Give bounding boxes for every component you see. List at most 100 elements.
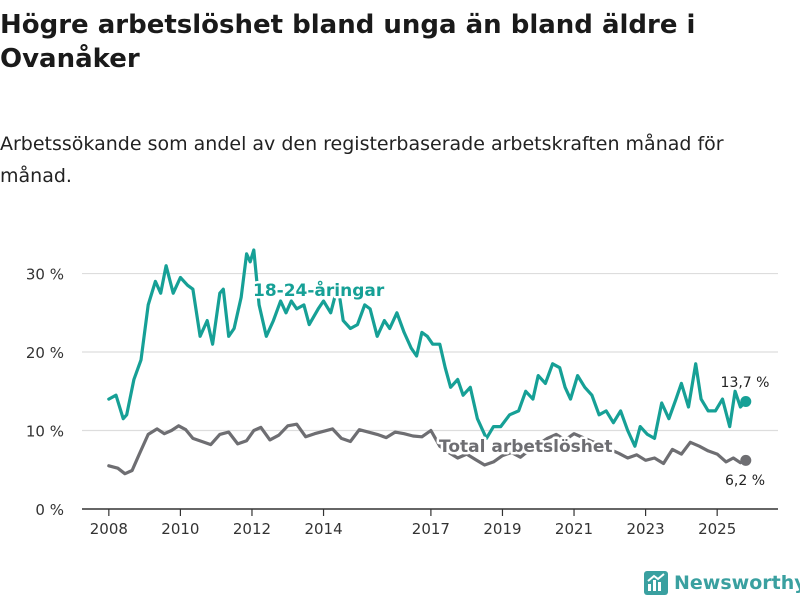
data-point-youth [700,398,702,400]
data-point-youth [598,414,600,416]
data-point-total [421,436,423,438]
data-point-total [313,432,315,434]
data-point-youth [349,327,351,329]
data-point-total [403,432,405,434]
data-point-total [219,433,221,435]
data-point-youth [363,304,365,306]
end-label-youth: 13,7 % [721,375,770,391]
data-point-youth [140,359,142,361]
data-point-total [349,440,351,442]
data-point-total [163,432,165,434]
newsworthy-logo-icon [644,571,668,595]
data-point-youth [206,319,208,321]
y-tick-label: 30 % [26,266,64,284]
data-point-youth [272,319,274,321]
data-point-youth [415,355,417,357]
data-point-youth [619,410,621,412]
data-point-youth [199,335,201,337]
data-point-total [430,429,432,431]
data-point-total [412,435,414,437]
data-point-total [671,448,673,450]
series-line-total [107,422,748,476]
data-point-youth [728,425,730,427]
x-tick-label: 2025 [698,520,736,538]
data-point-total [635,454,637,456]
data-point-youth [449,386,451,388]
data-point-youth [160,292,162,294]
data-point-youth [396,312,398,314]
data-point-youth [532,398,534,400]
data-point-total [124,472,126,474]
data-point-youth [240,296,242,298]
data-point-youth [147,304,149,306]
data-point-total [156,428,158,430]
data-point-total [287,425,289,427]
data-point-youth [639,425,641,427]
data-point-youth [721,398,723,400]
data-point-total [627,457,629,459]
data-point-youth [317,308,319,310]
data-point-total [253,429,255,431]
data-point-total [573,432,575,434]
data-point-youth [537,374,539,376]
data-point-total [653,457,655,459]
data-point-total [278,434,280,436]
chart-subtitle: Arbetssökande som andel av den registerb… [0,133,724,187]
data-point-total [296,423,298,425]
data-point-youth [544,382,546,384]
data-point-total [457,457,459,459]
axes: 0 % 10 % 20 % 30 % 2008 2010 2012 2014 2017 2019 2… [26,266,778,538]
data-point-total [117,467,119,469]
newsworthy-brand[interactable]: Newsworthy [644,568,800,598]
end-marker-total [740,454,752,466]
data-point-youth [569,398,571,400]
data-point-youth [376,335,378,337]
data-point-youth [707,410,709,412]
data-point-youth [675,398,677,400]
data-point-total [474,458,476,460]
data-point-total [618,452,620,454]
data-point-youth [680,382,682,384]
data-point-total [644,459,646,461]
data-point-total [394,431,396,433]
data-point-youth [517,410,519,412]
data-point-youth [342,319,344,321]
data-point-youth [296,308,298,310]
data-point-youth [605,410,607,412]
series-labels: 18-24-åringar Total arbetslöshet 13,7 % 6,2… [251,277,772,492]
data-point-youth [584,386,586,388]
data-point-youth [612,421,614,423]
data-point-total [725,461,727,463]
data-point-youth [265,335,267,337]
y-tick-label: 20 % [26,344,64,362]
chart-title: Högre arbetslöshet bland unga än bland ä… [0,10,696,74]
data-point-youth [219,292,221,294]
data-point-youth [285,312,287,314]
end-marker-youth [740,395,752,407]
x-tick-label: 2023 [627,520,665,538]
data-point-total [138,453,140,455]
brand-name: Newsworthy [674,572,800,594]
data-point-total [732,457,734,459]
data-point-total [192,437,194,439]
data-point-youth [228,335,230,337]
data-point-total [698,445,700,447]
data-point-youth [444,367,446,369]
data-point-youth [559,367,561,369]
data-point-total [385,436,387,438]
data-point-total [260,426,262,428]
data-point-youth [329,312,331,314]
data-point-youth [303,304,305,306]
data-point-youth [591,394,593,396]
data-point-total [358,429,360,431]
data-point-total [131,469,133,471]
x-tick-label: 2012 [233,520,271,538]
data-point-youth [165,264,167,266]
data-point-youth [154,280,156,282]
data-point-youth [457,378,459,380]
data-point-total [177,425,179,427]
data-point-youth [462,394,464,396]
data-point-youth [661,402,663,404]
data-point-total [483,464,485,466]
